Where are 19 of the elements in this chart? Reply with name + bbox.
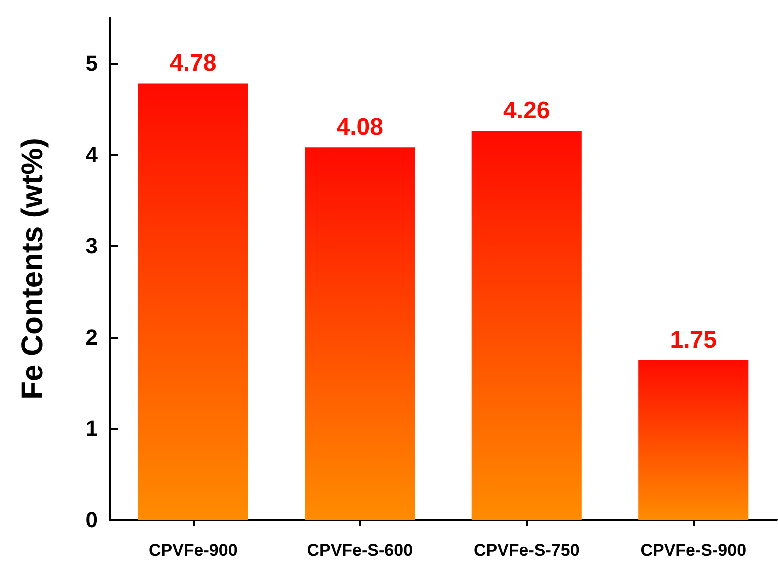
data-label: 1.75 <box>670 326 717 354</box>
bar <box>305 148 416 520</box>
y-tick-label: 2 <box>86 324 98 350</box>
bar <box>638 360 749 520</box>
x-tick-label: CPVFe-S-600 <box>307 541 414 560</box>
y-axis-title: Fe Contents (wt%) <box>16 138 50 400</box>
x-tick-label: CPVFe-S-750 <box>474 541 580 560</box>
bar <box>138 84 248 520</box>
y-tick-label: 5 <box>86 51 98 76</box>
y-tick-label: 4 <box>86 142 99 168</box>
x-tick-label: CPVFe-S-900 <box>640 541 747 560</box>
data-label: 4.08 <box>336 114 384 142</box>
bar <box>472 131 582 520</box>
x-tick-label: CPVFe-900 <box>148 541 238 560</box>
y-tick-label: 1 <box>86 416 98 442</box>
y-tick-label: 3 <box>86 234 98 259</box>
data-label: 4.26 <box>504 98 550 125</box>
y-tick-label: 0 <box>86 508 98 532</box>
data-label: 4.78 <box>170 50 217 78</box>
